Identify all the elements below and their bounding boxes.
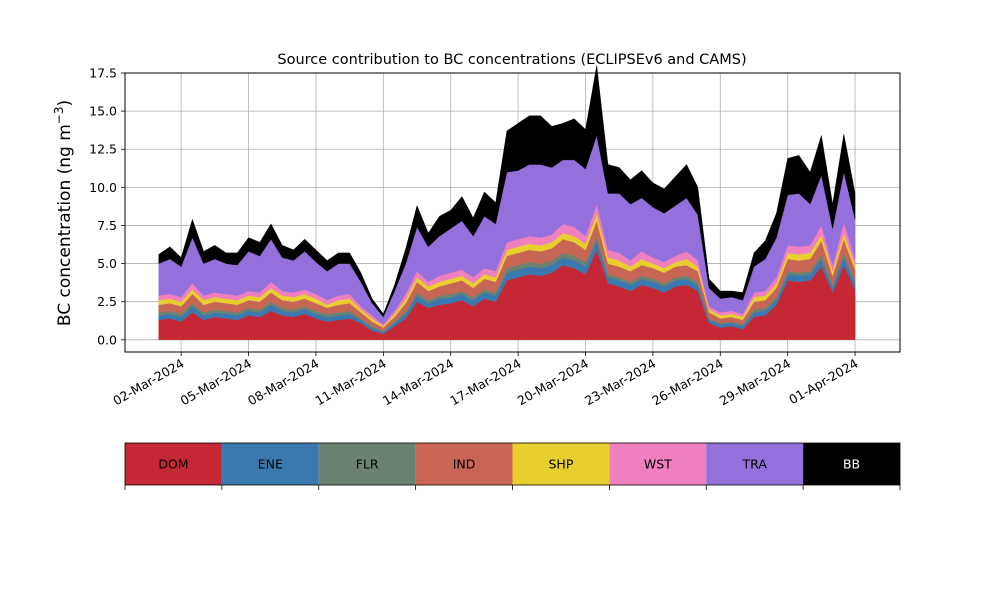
y-tick-label: 5.0 (97, 256, 117, 271)
x-tick-label: 26-Mar-2024 (649, 356, 725, 409)
legend-label-dom: DOM (158, 457, 188, 472)
y-tick-label: 0.0 (97, 332, 117, 347)
x-tick-label: 17-Mar-2024 (447, 356, 523, 409)
y-axis-label: BC concentration (ng m−3) (52, 100, 75, 326)
stacked-area-layer (158, 65, 856, 340)
legend-label-shp: SHP (549, 457, 574, 472)
legend-swatch-dom (125, 443, 222, 485)
legend-swatch-shp (512, 443, 610, 485)
plot-area (124, 65, 901, 353)
legend-colorbar: DOM ENE FLR IND SHP WST TRA BB (124, 442, 901, 490)
legend-swatch-tra (706, 443, 804, 485)
x-tick-label: 20-Mar-2024 (515, 356, 591, 409)
legend-label-ene: ENE (258, 457, 283, 472)
x-tick-label: 23-Mar-2024 (582, 356, 658, 409)
x-tick-label: 02-Mar-2024 (110, 356, 186, 409)
x-tick-label: 29-Mar-2024 (717, 356, 793, 409)
legend-label-wst: WST (644, 457, 672, 472)
x-tick-label: 08-Mar-2024 (245, 356, 321, 409)
legend-swatch-ind (415, 443, 513, 485)
y-tick-label: 7.5 (97, 218, 117, 233)
y-tick-label: 2.5 (97, 294, 117, 309)
plot-frame (124, 72, 901, 353)
legend-swatch-bb (803, 443, 900, 485)
y-tick-label: 10.0 (89, 180, 117, 195)
legend-swatch-flr (318, 443, 416, 485)
x-tick-label: 14-Mar-2024 (380, 356, 456, 409)
legend-label-tra: TRA (742, 457, 768, 472)
y-axis: 0.0 2.5 5.0 7.5 10.0 12.5 15.0 17.5 (89, 66, 125, 347)
legend-swatch-ene (221, 443, 319, 485)
x-tick-label: 01-Apr-2024 (786, 356, 860, 408)
legend-label-ind: IND (453, 457, 476, 472)
y-tick-label: 17.5 (89, 66, 117, 81)
legend-label-flr: FLR (356, 457, 379, 472)
legend-label-bb: BB (843, 457, 860, 472)
area-bb (158, 65, 856, 318)
y-tick-label: 15.0 (89, 104, 117, 119)
x-tick-label: 11-Mar-2024 (312, 356, 388, 409)
x-tick-label: 05-Mar-2024 (178, 356, 254, 409)
x-axis: 02-Mar-202405-Mar-202408-Mar-202411-Mar-… (110, 352, 861, 409)
chart-title: Source contribution to BC concentrations… (277, 52, 746, 68)
y-tick-label: 12.5 (89, 142, 117, 157)
legend-swatch-wst (609, 443, 707, 485)
